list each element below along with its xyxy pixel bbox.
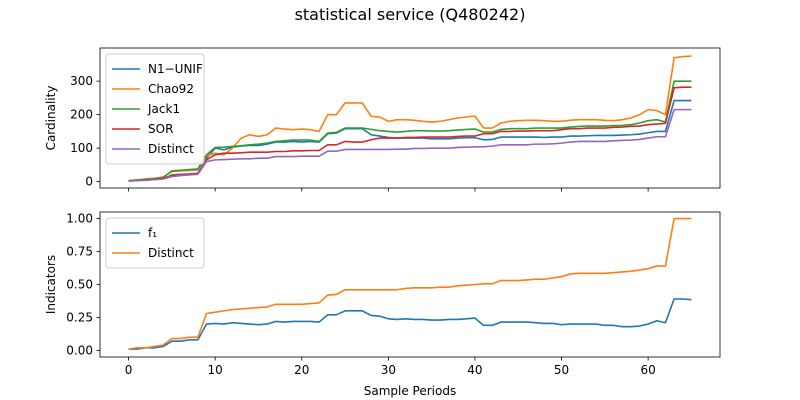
indicators-legend-label-0: f₁ [148, 226, 157, 240]
indicators-x-tick-label-5: 50 [554, 363, 569, 377]
indicators-y-axis-label: Indicators [44, 255, 58, 314]
cardinality-y-tick-label-1: 100 [70, 141, 93, 155]
indicators-legend-label-1: Distinct [148, 246, 194, 260]
indicators-y-tick-label-1: 0.25 [66, 310, 93, 324]
indicators-y-tick-label-2: 0.50 [66, 278, 93, 292]
cardinality-panel: 0 100 200 300 Cardinality N1−UNIF Chao92 Jack1 S… [44, 47, 721, 192]
cardinality-y-tick-label-3: 300 [70, 74, 93, 88]
figure-title: statistical service (Q480242) [295, 5, 526, 24]
indicators-series-line-0 [128, 298, 692, 350]
cardinality-legend-label-2: Jack1 [147, 102, 180, 116]
cardinality-y-tick-label-0: 0 [85, 175, 93, 189]
cardinality-legend-label-1: Chao92 [148, 82, 194, 96]
indicators-legend [105, 217, 205, 269]
indicators-x-tick-label-0: 0 [125, 363, 133, 377]
cardinality-legend-label-0: N1−UNIF [148, 62, 203, 76]
indicators-x-tick-label-4: 40 [467, 363, 482, 377]
indicators-panel: 0 10 20 30 40 50 60 0.00 0.25 0.50 0.75 1.00 Indicat… [44, 212, 721, 377]
cardinality-series-line-4 [128, 108, 692, 182]
indicators-x-tick-label-3: 30 [381, 363, 396, 377]
cardinality-y-tick-label-2: 200 [70, 108, 93, 122]
cardinality-series-line-1 [128, 55, 692, 182]
indicators-x-tick-label-1: 10 [208, 363, 223, 377]
indicators-y-tick-label-3: 0.75 [66, 245, 93, 259]
cardinality-series-line-2 [128, 80, 692, 182]
cardinality-y-axis-label: Cardinality [44, 86, 58, 151]
cardinality-series-line-3 [128, 86, 692, 182]
indicators-y-tick-label-4: 1.00 [66, 212, 93, 226]
cardinality-axes-frame [99, 47, 721, 189]
cardinality-legend [105, 53, 205, 165]
indicators-x-tick-label-2: 20 [294, 363, 309, 377]
indicators-y-tick-label-0: 0.00 [66, 343, 93, 357]
cardinality-legend-label-4: Distinct [148, 142, 194, 156]
x-axis-label: Sample Periods [364, 384, 456, 398]
indicators-series-line-1 [128, 217, 692, 350]
cardinality-legend-label-3: SOR [148, 122, 173, 136]
indicators-x-tick-label-6: 60 [640, 363, 655, 377]
